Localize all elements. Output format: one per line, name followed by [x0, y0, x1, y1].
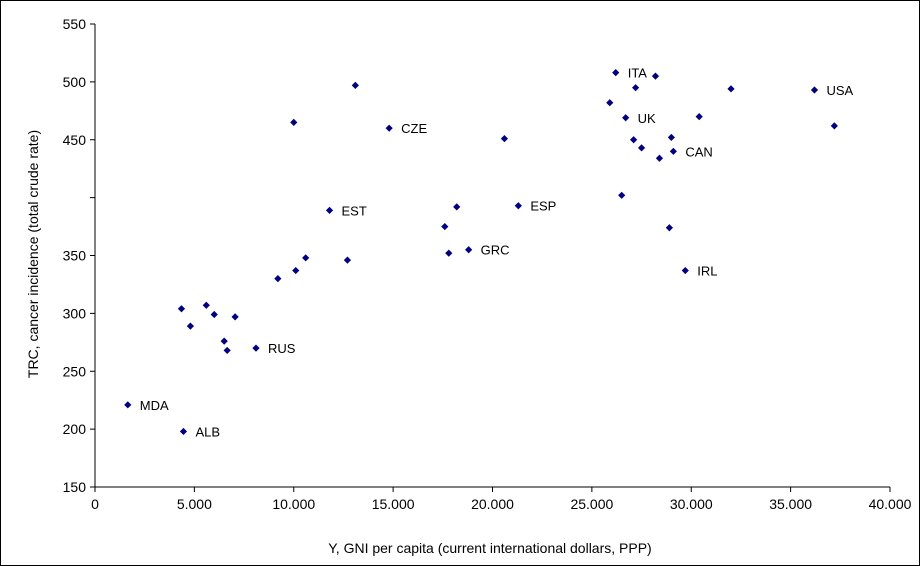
tick-labels: 150 200 250 300 350 450 500 550 0 5.000 10.000 15.0… — [63, 16, 912, 512]
x-axis-title: Y, GNI per capita (current international… — [328, 540, 651, 556]
data-point-label: RUS — [268, 341, 296, 356]
x-tick-label: 5.000 — [177, 496, 212, 512]
data-point — [500, 134, 509, 143]
data-point — [622, 114, 630, 122]
data-point — [252, 344, 260, 352]
data-point — [655, 154, 664, 162]
x-tick-label: 15.000 — [372, 496, 415, 512]
y-tick-label: 350 — [63, 248, 87, 264]
x-tick-label: 20.000 — [471, 496, 514, 512]
data-point-label: ITA — [628, 66, 648, 81]
data-point-label: ALB — [195, 424, 220, 439]
data-point-label: ESP — [530, 199, 556, 214]
data-point — [220, 337, 228, 345]
data-point — [325, 206, 334, 214]
data-point-label: CAN — [685, 144, 712, 159]
y-tick-label: 450 — [63, 132, 87, 148]
x-tick-label: 25.000 — [570, 496, 613, 512]
data-point — [177, 305, 186, 313]
ticks — [90, 23, 891, 492]
data-point — [343, 256, 352, 264]
x-tick-label: 40.000 — [869, 496, 912, 512]
data-point — [202, 301, 210, 309]
y-tick-label: 200 — [63, 421, 87, 437]
y-tick-label: 250 — [63, 363, 87, 379]
data-point — [630, 136, 638, 144]
data-point — [669, 147, 677, 155]
data-point-label: IRL — [697, 264, 717, 279]
data-point — [231, 313, 239, 321]
data-point — [612, 69, 620, 77]
data-point-label: CZE — [401, 121, 427, 136]
data-point-label: MDA — [140, 398, 169, 413]
data-point — [186, 322, 194, 330]
data-point — [302, 254, 310, 262]
data-point — [810, 86, 819, 94]
x-tick-label: 0 — [91, 496, 99, 512]
data-point — [385, 124, 393, 132]
data-point — [290, 118, 298, 126]
data-point — [351, 81, 359, 89]
data-point-label: UK — [638, 111, 656, 126]
data-point — [651, 72, 660, 80]
data-point-label: GRC — [481, 243, 510, 258]
data-point — [441, 222, 449, 231]
x-tick-label: 30.000 — [670, 496, 713, 512]
data-point — [514, 202, 522, 210]
y-tick-label: 150 — [63, 479, 87, 495]
data-point — [667, 133, 675, 142]
data-point — [274, 275, 282, 283]
data-point — [830, 122, 838, 130]
data-point — [124, 401, 132, 409]
data-point — [681, 266, 689, 275]
x-tick-label: 10.000 — [272, 496, 315, 512]
y-axis-title: TRC, cancer incidence (total crude rate) — [25, 130, 41, 378]
data-point — [453, 203, 461, 211]
point-labels: MDA ALB RUS EST CZE GRC ESP ITA UK CAN IRL USA — [140, 66, 854, 440]
data-point — [210, 310, 218, 319]
data-point — [665, 224, 673, 232]
data-point — [606, 99, 614, 107]
y-tick-label: 550 — [63, 16, 87, 32]
data-point — [695, 113, 703, 121]
x-tick-label: 35.000 — [769, 496, 812, 512]
data-point-label: EST — [342, 203, 367, 218]
data-point — [179, 427, 188, 436]
data-point — [727, 85, 735, 93]
y-tick-label: 300 — [63, 305, 87, 321]
data-point — [465, 246, 473, 254]
data-point — [637, 144, 646, 152]
data-point — [292, 266, 300, 275]
data-point — [445, 249, 453, 257]
y-tick-label: 500 — [63, 74, 87, 90]
data-points — [124, 69, 838, 436]
data-point-label: USA — [826, 83, 853, 98]
data-point — [223, 346, 231, 355]
data-point — [618, 191, 626, 199]
data-point — [632, 84, 640, 92]
